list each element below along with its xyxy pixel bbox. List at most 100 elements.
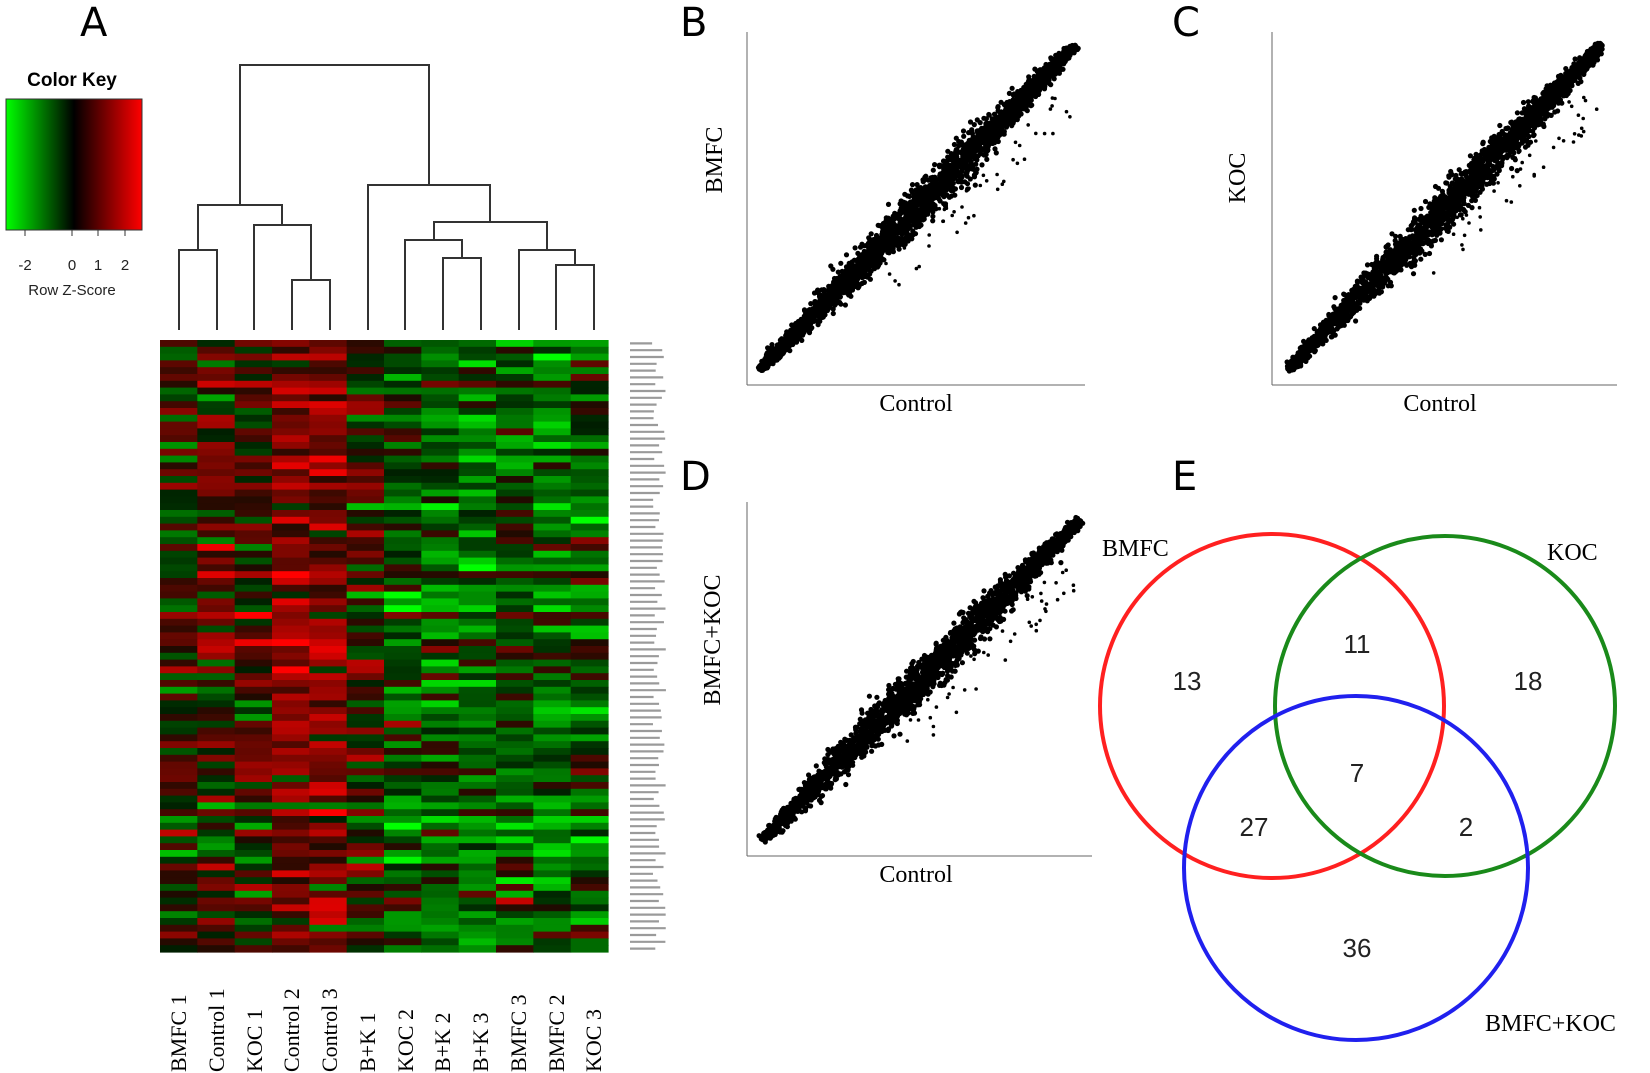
heatmap-cell <box>309 510 348 518</box>
scatter-point <box>1001 119 1008 125</box>
scatter-point <box>844 278 850 284</box>
heatmap-cell <box>197 435 236 443</box>
heatmap-cell <box>234 918 273 926</box>
heatmap-cell <box>346 618 385 627</box>
scatter-point <box>889 238 896 244</box>
heatmap-cell <box>197 673 236 681</box>
heatmap-cell <box>309 816 348 824</box>
heatmap-cell <box>570 598 609 606</box>
scatter-point <box>984 156 990 162</box>
heatmap-cell <box>309 435 348 443</box>
scatter-point <box>815 287 821 293</box>
heatmap-cell <box>533 897 572 905</box>
scatter-point <box>846 263 852 269</box>
heatmap-cell <box>346 829 385 837</box>
scatter-point <box>820 307 826 313</box>
heatmap-cell <box>272 448 310 457</box>
heatmap-cell <box>234 510 273 518</box>
heatmap-cell <box>346 591 385 599</box>
heatmap-cell <box>272 489 310 497</box>
heatmap-cell <box>421 435 460 443</box>
heatmap-cell <box>570 367 609 375</box>
heatmap-cell <box>533 877 572 885</box>
heatmap-cell <box>272 911 310 919</box>
heatmap-cell <box>272 510 310 518</box>
heatmap-cell <box>197 612 236 620</box>
heatmap-cell <box>160 591 198 599</box>
scatter-point <box>830 266 836 272</box>
heatmap-cell <box>421 503 460 511</box>
heatmap-cell <box>384 530 422 538</box>
heatmap-cell <box>533 448 572 457</box>
scatter-point <box>851 263 857 269</box>
heatmap-cell <box>570 836 609 844</box>
heatmap-cell <box>160 700 198 708</box>
scatter-point <box>759 366 765 372</box>
heatmap-cell <box>384 795 422 803</box>
heatmap-cell <box>272 775 310 783</box>
heatmap-cell <box>458 380 497 389</box>
heatmap-cell <box>496 340 534 348</box>
heatmap-cell <box>309 516 348 525</box>
heatmap-cell <box>458 646 497 654</box>
scatter-point <box>919 194 925 200</box>
heatmap-cell <box>384 714 422 722</box>
heatmap-cell <box>458 584 497 593</box>
heatmap-cell <box>496 435 534 443</box>
heatmap-cell <box>309 530 348 538</box>
heatmap-cell <box>458 680 497 688</box>
heatmap-cell <box>421 768 460 776</box>
heatmap-cell <box>384 877 422 885</box>
heatmap-cell <box>160 897 198 905</box>
scatter-point <box>812 299 819 305</box>
heatmap-cell <box>384 754 422 763</box>
heatmap-cell <box>346 761 385 769</box>
heatmap-cell <box>160 761 198 769</box>
heatmap-cell <box>160 360 198 368</box>
heatmap-cell <box>272 652 310 661</box>
heatmap-cell <box>197 652 236 661</box>
heatmap-cell <box>234 727 273 735</box>
scatter-point <box>1037 86 1043 93</box>
heatmap-cell <box>160 374 198 382</box>
heatmap-cell <box>384 911 422 919</box>
scatter-point <box>885 249 891 255</box>
heatmap-cell <box>421 659 460 667</box>
scatter-point <box>942 186 949 192</box>
heatmap-cell <box>570 544 609 552</box>
scatter-point <box>820 312 826 318</box>
scatter-point <box>876 241 882 247</box>
scatter-point <box>909 189 915 195</box>
heatmap-cell <box>533 428 572 436</box>
heatmap-cell <box>570 448 609 457</box>
scatter-point <box>1024 90 1030 96</box>
color-key: Color Key -2 0 1 2 Row Z-Score <box>5 70 143 299</box>
heatmap-cell <box>384 557 422 565</box>
scatter-point <box>945 154 951 160</box>
scatter-point <box>846 268 852 274</box>
heatmap-cell <box>309 673 348 681</box>
heatmap-cell <box>421 666 460 674</box>
heatmap-cell <box>309 754 348 763</box>
heatmap-cell <box>197 782 236 790</box>
heatmap-cell <box>533 890 572 899</box>
heatmap-cell <box>234 401 273 409</box>
heatmap-cell <box>458 843 497 851</box>
heatmap-cell <box>160 612 198 620</box>
heatmap-cell <box>272 367 310 375</box>
heatmap-cell <box>496 421 534 429</box>
heatmap-cell <box>346 408 385 416</box>
scatter-point <box>838 260 844 266</box>
heatmap-cell <box>234 591 273 599</box>
heatmap-cell <box>234 550 273 559</box>
heatmap-cell <box>496 503 534 511</box>
scatter-point <box>977 120 983 126</box>
scatter-point <box>967 119 974 125</box>
heatmap-cell <box>496 353 534 361</box>
heatmap-cell <box>570 469 609 477</box>
heatmap-cell <box>533 884 572 892</box>
heatmap-cell <box>384 482 422 491</box>
heatmap-cell <box>496 632 534 640</box>
heatmap-cell <box>421 414 460 423</box>
scatter-point <box>972 213 976 218</box>
